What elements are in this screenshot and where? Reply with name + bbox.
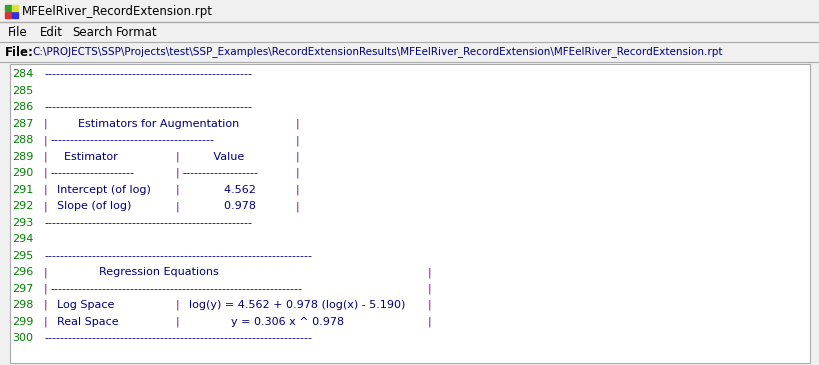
Text: y = 0.306 x ^ 0.978: y = 0.306 x ^ 0.978 bbox=[182, 317, 347, 327]
Text: |: | bbox=[428, 267, 431, 277]
Text: 294: 294 bbox=[12, 234, 34, 244]
Text: |: | bbox=[296, 119, 299, 129]
Text: 288: 288 bbox=[12, 135, 34, 145]
Text: Regression Equations: Regression Equations bbox=[50, 267, 268, 277]
Text: 293: 293 bbox=[12, 218, 34, 228]
Text: |: | bbox=[44, 184, 48, 195]
Text: |: | bbox=[44, 201, 48, 211]
Text: Estimators for Augmentation: Estimators for Augmentation bbox=[50, 119, 267, 129]
Text: 0.978: 0.978 bbox=[182, 201, 259, 211]
Text: 292: 292 bbox=[12, 201, 34, 211]
Text: |: | bbox=[44, 168, 48, 178]
Text: |: | bbox=[44, 284, 48, 294]
Text: |: | bbox=[44, 267, 48, 277]
Text: |: | bbox=[44, 316, 48, 327]
Bar bbox=[12, 5, 18, 11]
Text: Log Space: Log Space bbox=[50, 300, 124, 310]
Text: Value: Value bbox=[182, 152, 272, 162]
Bar bbox=[0, 22, 819, 42]
Text: -------------------------------------------------------------------: ----------------------------------------… bbox=[44, 251, 311, 261]
Text: |: | bbox=[176, 316, 179, 327]
Text: Intercept (of log): Intercept (of log) bbox=[50, 185, 154, 195]
Text: Estimator: Estimator bbox=[50, 152, 132, 162]
Bar bbox=[5, 12, 11, 18]
Text: ---------------------: --------------------- bbox=[50, 168, 133, 178]
Text: -------------------: ------------------- bbox=[182, 168, 258, 178]
Text: 299: 299 bbox=[12, 317, 34, 327]
Text: ----------------------------------------------------: ----------------------------------------… bbox=[44, 102, 251, 112]
Text: 298: 298 bbox=[12, 300, 34, 310]
Text: 4.562: 4.562 bbox=[182, 185, 259, 195]
Text: 290: 290 bbox=[12, 168, 34, 178]
Text: |: | bbox=[44, 151, 48, 162]
Text: 289: 289 bbox=[12, 152, 34, 162]
Text: |: | bbox=[44, 135, 48, 146]
Text: 295: 295 bbox=[12, 251, 34, 261]
Text: 287: 287 bbox=[12, 119, 34, 129]
Text: |: | bbox=[176, 300, 179, 311]
Text: 291: 291 bbox=[12, 185, 34, 195]
Text: -----------------------------------------: ----------------------------------------… bbox=[50, 135, 214, 145]
Bar bbox=[12, 12, 18, 18]
Bar bbox=[5, 5, 11, 11]
Text: log(y) = 4.562 + 0.978 (log(x) - 5.190): log(y) = 4.562 + 0.978 (log(x) - 5.190) bbox=[182, 300, 409, 310]
Text: Format: Format bbox=[115, 26, 157, 38]
Text: 296: 296 bbox=[12, 267, 34, 277]
Text: 286: 286 bbox=[12, 102, 34, 112]
Text: ----------------------------------------------------: ----------------------------------------… bbox=[44, 218, 251, 228]
Bar bbox=[10, 64, 809, 363]
Text: |: | bbox=[428, 284, 431, 294]
Text: Real Space: Real Space bbox=[50, 317, 125, 327]
Text: Edit: Edit bbox=[40, 26, 63, 38]
Text: |: | bbox=[176, 151, 179, 162]
Text: |: | bbox=[296, 151, 299, 162]
Text: |: | bbox=[296, 135, 299, 146]
Text: Search: Search bbox=[72, 26, 112, 38]
Text: |: | bbox=[176, 184, 179, 195]
Text: 300: 300 bbox=[12, 333, 33, 343]
Text: 297: 297 bbox=[12, 284, 34, 294]
Text: |: | bbox=[296, 184, 299, 195]
Text: |: | bbox=[428, 316, 431, 327]
Text: |: | bbox=[44, 300, 48, 311]
Text: |: | bbox=[296, 201, 299, 211]
Bar bbox=[0, 0, 819, 22]
Text: 285: 285 bbox=[12, 86, 34, 96]
Text: |: | bbox=[44, 119, 48, 129]
Text: MFEelRiver_RecordExtension.rpt: MFEelRiver_RecordExtension.rpt bbox=[22, 4, 213, 18]
Bar bbox=[0, 42, 819, 62]
Text: |: | bbox=[428, 300, 431, 311]
Text: -------------------------------------------------------------------: ----------------------------------------… bbox=[44, 333, 311, 343]
Text: File:: File: bbox=[5, 46, 34, 58]
Text: |: | bbox=[176, 201, 179, 211]
Text: 284: 284 bbox=[12, 69, 34, 79]
Text: |: | bbox=[296, 168, 299, 178]
Text: C:\PROJECTS\SSP\Projects\test\SSP_Examples\RecordExtensionResults\MFEelRiver_Rec: C:\PROJECTS\SSP\Projects\test\SSP_Exampl… bbox=[32, 47, 722, 57]
Text: Slope (of log): Slope (of log) bbox=[50, 201, 149, 211]
Text: ---------------------------------------------------------------: ----------------------------------------… bbox=[50, 284, 301, 294]
Bar bbox=[10, 64, 809, 363]
Text: ----------------------------------------------------: ----------------------------------------… bbox=[44, 69, 251, 79]
Text: |: | bbox=[176, 168, 179, 178]
Text: File: File bbox=[8, 26, 28, 38]
